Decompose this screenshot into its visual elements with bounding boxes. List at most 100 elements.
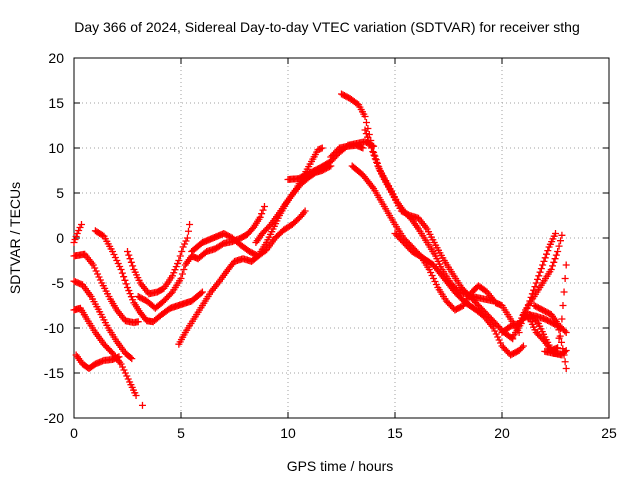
data-point	[562, 329, 570, 336]
data-point	[110, 251, 118, 258]
data-point	[184, 227, 192, 235]
data-point	[365, 137, 373, 145]
data-point	[119, 363, 127, 371]
data-point	[562, 347, 570, 354]
data-point	[258, 210, 266, 218]
data-point	[558, 315, 566, 323]
data-point	[183, 234, 191, 242]
y-tick-label: 10	[48, 140, 64, 156]
data-point	[92, 267, 100, 275]
data-point	[172, 263, 180, 271]
data-point	[171, 266, 179, 274]
data-point	[117, 266, 125, 273]
data-point	[124, 248, 131, 255]
data-point	[117, 360, 125, 368]
y-tick-label: -5	[52, 275, 65, 291]
data-point	[550, 258, 558, 266]
data-point	[125, 251, 133, 259]
x-tick-label: 25	[601, 425, 617, 441]
data-point	[125, 287, 133, 295]
data-point	[430, 275, 438, 282]
data-point	[535, 272, 543, 280]
x-tick-label: 15	[387, 425, 403, 441]
data-point	[562, 261, 570, 269]
data-point	[431, 278, 439, 285]
data-point	[96, 276, 104, 284]
data-point	[118, 269, 126, 277]
data-point	[114, 260, 122, 267]
data-point	[559, 302, 567, 309]
y-tick-label: -20	[44, 410, 64, 426]
data-point	[197, 289, 205, 297]
data-point	[495, 336, 503, 344]
data-point	[198, 288, 206, 296]
data-point	[361, 126, 369, 134]
data-point	[543, 250, 551, 258]
series-track-k	[252, 144, 326, 246]
data-point	[534, 275, 542, 283]
data-point	[556, 325, 564, 333]
data-point	[113, 257, 121, 264]
data-point	[126, 255, 134, 263]
data-point	[111, 254, 119, 261]
x-axis-label: GPS time / hours	[287, 458, 394, 474]
data-point	[555, 326, 563, 334]
data-point	[554, 320, 562, 327]
data-point	[123, 372, 131, 380]
data-series	[70, 90, 570, 409]
y-axis-label: SDTVAR / TECUs	[7, 182, 23, 294]
data-point	[76, 224, 84, 231]
y-tick-label: -15	[44, 365, 64, 381]
data-point	[178, 248, 186, 255]
data-point	[126, 290, 134, 298]
data-point	[362, 119, 370, 126]
data-point	[179, 243, 187, 251]
data-point	[318, 144, 326, 152]
series-track-v	[530, 302, 570, 372]
y-tick-label: 0	[56, 230, 64, 246]
data-point	[539, 261, 547, 269]
data-point	[121, 276, 129, 284]
data-point	[489, 324, 497, 332]
data-point	[554, 248, 562, 255]
data-point	[561, 275, 569, 282]
data-point	[127, 293, 135, 301]
data-point	[129, 296, 137, 304]
data-point	[371, 155, 379, 163]
data-point	[70, 239, 78, 246]
data-point	[425, 266, 433, 273]
data-point	[72, 233, 80, 240]
series-track-p	[361, 126, 517, 343]
series-track-c	[70, 304, 140, 399]
data-point	[126, 354, 134, 362]
series-track-g	[124, 221, 194, 298]
data-point	[362, 130, 370, 138]
data-point	[361, 113, 369, 120]
y-tick-label: 5	[56, 185, 64, 201]
data-point	[491, 327, 499, 335]
data-point	[129, 262, 137, 270]
series-track-f	[91, 227, 206, 326]
chart-title: Day 366 of 2024, Sidereal Day-to-day VTE…	[74, 19, 580, 35]
x-tick-label: 20	[494, 425, 510, 441]
data-point	[134, 318, 142, 326]
data-point	[301, 207, 309, 215]
data-point	[186, 221, 194, 228]
data-point	[562, 365, 570, 372]
data-point	[541, 254, 549, 262]
series-track-d	[70, 277, 136, 363]
data-point	[121, 369, 129, 377]
data-point	[432, 281, 440, 288]
data-point	[561, 327, 569, 335]
data-point	[177, 275, 185, 282]
data-point	[531, 283, 539, 291]
data-point	[367, 144, 375, 152]
data-point	[256, 213, 264, 221]
data-point	[369, 148, 377, 156]
data-point	[359, 144, 367, 152]
data-point	[497, 339, 505, 347]
data-point	[181, 240, 189, 248]
data-point	[176, 252, 184, 260]
